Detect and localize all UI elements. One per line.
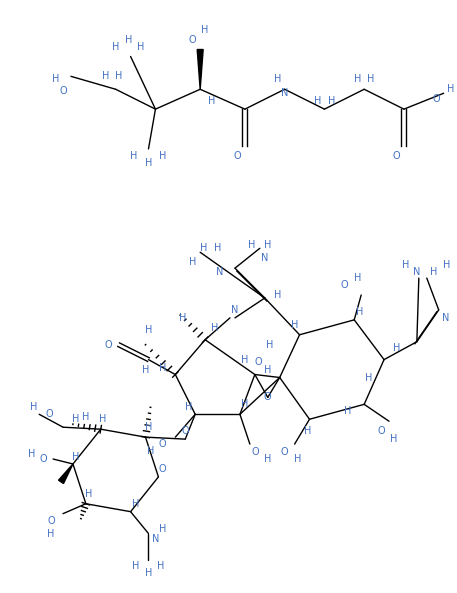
Text: O: O <box>105 340 112 350</box>
Text: O: O <box>59 86 67 96</box>
Text: H: H <box>447 84 454 94</box>
Text: H: H <box>125 34 132 44</box>
Text: O: O <box>233 151 241 161</box>
Text: H: H <box>159 151 166 161</box>
Text: H: H <box>208 96 216 106</box>
Text: H: H <box>48 528 55 538</box>
Text: H: H <box>356 307 363 317</box>
Text: H: H <box>27 449 35 459</box>
Text: H: H <box>159 362 166 372</box>
Text: H: H <box>137 42 144 52</box>
Text: N: N <box>442 313 449 323</box>
Text: H: H <box>212 323 219 333</box>
Text: H: H <box>354 273 361 283</box>
Text: H: H <box>264 240 271 250</box>
Text: N: N <box>413 267 420 277</box>
Text: H: H <box>85 489 92 499</box>
Text: H: H <box>201 243 208 253</box>
Polygon shape <box>58 464 73 483</box>
Polygon shape <box>197 49 203 90</box>
Text: H: H <box>53 74 60 84</box>
Text: H: H <box>241 355 249 365</box>
Text: O: O <box>159 464 166 474</box>
Text: O: O <box>47 516 55 525</box>
Text: O: O <box>254 356 262 366</box>
Text: H: H <box>304 426 311 436</box>
Text: H: H <box>142 365 149 375</box>
Text: H: H <box>145 325 152 335</box>
Text: H: H <box>157 562 164 571</box>
Text: H: H <box>274 290 282 300</box>
Text: H: H <box>344 406 351 416</box>
Text: O: O <box>159 439 166 449</box>
Text: O: O <box>181 426 189 436</box>
Text: H: H <box>248 240 255 250</box>
Text: H: H <box>82 412 90 422</box>
Text: H: H <box>202 25 209 34</box>
Text: H: H <box>99 415 106 424</box>
Text: H: H <box>102 71 109 81</box>
Text: H: H <box>72 452 80 462</box>
Text: H: H <box>130 151 137 161</box>
Text: H: H <box>179 313 186 323</box>
Text: H: H <box>354 74 361 84</box>
Text: H: H <box>214 243 222 253</box>
Text: H: H <box>294 454 301 464</box>
Text: H: H <box>241 399 249 409</box>
Text: O: O <box>340 280 348 290</box>
Text: O: O <box>264 393 271 403</box>
Text: O: O <box>188 34 196 44</box>
Text: H: H <box>30 402 37 412</box>
Text: H: H <box>264 365 271 375</box>
Text: H: H <box>314 96 321 106</box>
Text: H: H <box>115 71 122 81</box>
Text: H: H <box>145 158 152 168</box>
Text: O: O <box>433 94 441 104</box>
Text: O: O <box>377 426 385 436</box>
Text: H: H <box>274 74 282 84</box>
Text: H: H <box>291 320 298 330</box>
Text: H: H <box>112 42 119 52</box>
Text: O: O <box>251 447 259 457</box>
Text: H: H <box>430 267 437 277</box>
Text: O: O <box>45 409 53 419</box>
Text: O: O <box>281 447 288 457</box>
Text: H: H <box>367 74 375 84</box>
Text: N: N <box>261 253 268 263</box>
Text: H: H <box>264 454 271 464</box>
Text: H: H <box>145 422 152 432</box>
Text: H: H <box>189 257 196 267</box>
Text: H: H <box>366 372 373 382</box>
Text: O: O <box>392 151 400 161</box>
Text: H: H <box>159 524 166 534</box>
Text: H: H <box>266 340 273 350</box>
Text: H: H <box>328 96 335 106</box>
Text: N: N <box>231 305 239 315</box>
Text: H: H <box>132 499 139 509</box>
Text: H: H <box>393 343 401 353</box>
Text: H: H <box>402 260 409 270</box>
Text: H: H <box>132 562 139 571</box>
Text: H: H <box>390 434 398 444</box>
Text: H: H <box>72 415 80 424</box>
Text: N: N <box>281 88 288 98</box>
Text: H: H <box>443 260 450 270</box>
Text: O: O <box>39 454 47 464</box>
Text: H: H <box>185 402 192 412</box>
Text: N: N <box>216 267 224 277</box>
Text: H: H <box>145 568 152 578</box>
Text: H: H <box>147 446 154 456</box>
Text: N: N <box>152 534 159 544</box>
